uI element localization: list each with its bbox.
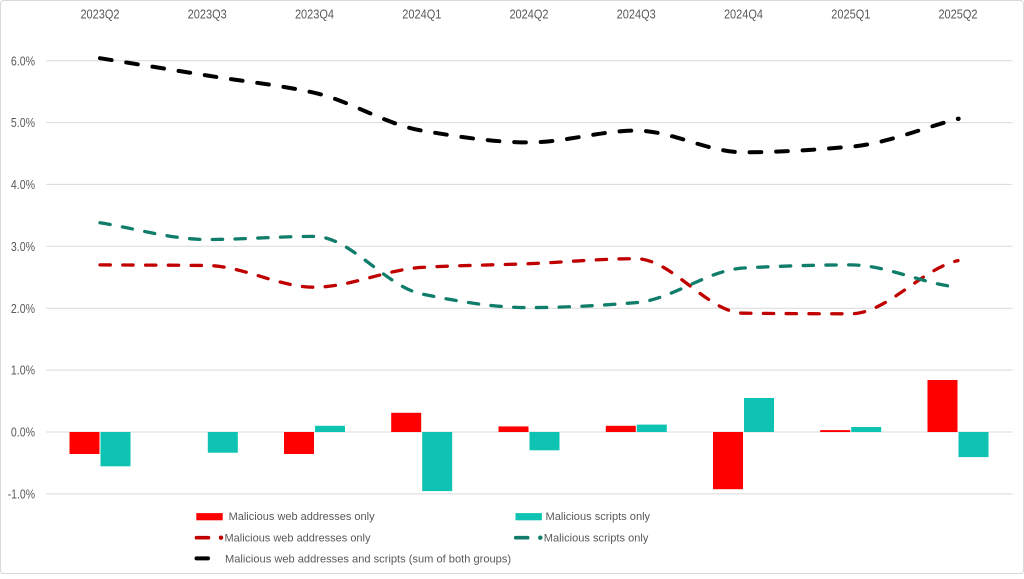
svg-text:2023Q4: 2023Q4	[295, 6, 334, 21]
svg-text:Malicious web addresses only: Malicious web addresses only	[225, 533, 371, 545]
svg-text:1.0%: 1.0%	[11, 363, 35, 378]
svg-text:4.0%: 4.0%	[11, 177, 35, 192]
svg-text:6.0%: 6.0%	[11, 53, 35, 68]
svg-text:0.0%: 0.0%	[11, 425, 35, 440]
svg-text:Malicious web addresses only: Malicious web addresses only	[229, 511, 375, 523]
svg-text:Malicious scripts only: Malicious scripts only	[546, 511, 651, 523]
svg-text:Malicious web addresses and sc: Malicious web addresses and scripts (sum…	[225, 553, 511, 565]
svg-text:Malicious scripts only: Malicious scripts only	[544, 533, 649, 545]
svg-text:5.0%: 5.0%	[11, 115, 35, 130]
svg-text:3.0%: 3.0%	[11, 239, 35, 254]
svg-text:2024Q4: 2024Q4	[724, 6, 763, 21]
svg-text:2024Q3: 2024Q3	[617, 6, 656, 21]
svg-text:2024Q1: 2024Q1	[402, 6, 441, 21]
svg-text:2023Q2: 2023Q2	[80, 6, 119, 21]
svg-text:2025Q2: 2025Q2	[938, 6, 977, 21]
svg-text:2025Q1: 2025Q1	[831, 6, 870, 21]
svg-text:2023Q3: 2023Q3	[188, 6, 227, 21]
svg-text:-1.0%: -1.0%	[8, 487, 36, 502]
svg-text:2.0%: 2.0%	[11, 301, 35, 316]
svg-text:2024Q2: 2024Q2	[509, 6, 548, 21]
